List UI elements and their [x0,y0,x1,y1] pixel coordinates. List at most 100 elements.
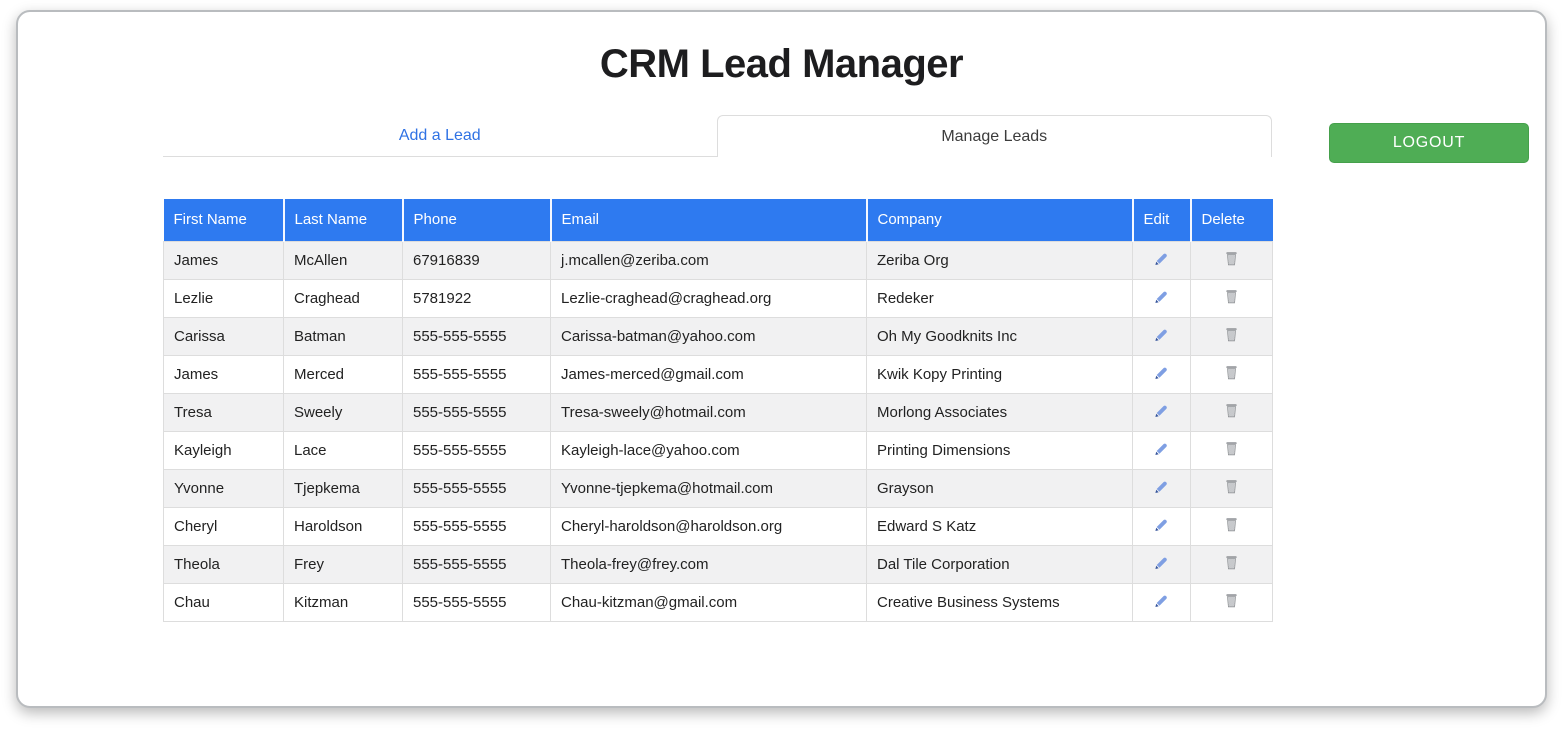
edit-button[interactable] [1150,438,1174,462]
cell-phone: 555-555-5555 [402,468,551,508]
cell-phone: 555-555-5555 [402,354,551,394]
delete-button[interactable] [1220,286,1244,310]
cell-last-name: Batman [283,316,403,356]
delete-button[interactable] [1220,590,1244,614]
cell-last-name: Lace [283,430,403,470]
cell-first-name: James [163,240,284,280]
delete-button[interactable] [1220,514,1244,538]
cell-last-name: Merced [283,354,403,394]
cell-company: Zeriba Org [866,240,1133,280]
cell-edit [1132,354,1191,394]
table-row: James Merced 555-555-5555 James-merced@g… [163,354,1273,394]
logout-button[interactable]: LOGOUT [1329,123,1529,163]
cell-email: Chau-kitzman@gmail.com [550,582,867,622]
table-row: Carissa Batman 555-555-5555 Carissa-batm… [163,316,1273,356]
cell-delete [1190,354,1273,394]
delete-button[interactable] [1220,476,1244,500]
column-header-last-name: Last Name [283,199,404,241]
cell-email: Cheryl-haroldson@haroldson.org [550,506,867,546]
cell-company: Edward S Katz [866,506,1133,546]
cell-phone: 555-555-5555 [402,430,551,470]
table-row: Chau Kitzman 555-555-5555 Chau-kitzman@g… [163,582,1273,622]
cell-phone: 555-555-5555 [402,582,551,622]
cell-last-name: Sweely [283,392,403,432]
tab-add-a-lead[interactable]: Add a Lead [163,115,717,157]
cell-phone: 5781922 [402,278,551,318]
edit-button[interactable] [1150,476,1174,500]
cell-company: Creative Business Systems [866,582,1133,622]
cell-first-name: Yvonne [163,468,284,508]
delete-button[interactable] [1220,362,1244,386]
cell-email: Carissa-batman@yahoo.com [550,316,867,356]
trash-icon [1223,326,1240,346]
app-window: CRM Lead Manager Add a Lead Manage Leads… [16,10,1547,708]
cell-edit [1132,430,1191,470]
pencil-icon [1153,288,1170,308]
cell-company: Morlong Associates [866,392,1133,432]
cell-delete [1190,240,1273,280]
cell-last-name: Tjepkema [283,468,403,508]
cell-first-name: Kayleigh [163,430,284,470]
cell-phone: 67916839 [402,240,551,280]
column-header-phone: Phone [402,199,552,241]
tab-manage-leads[interactable]: Manage Leads [716,115,1272,157]
cell-edit [1132,468,1191,508]
edit-button[interactable] [1150,514,1174,538]
trash-icon [1223,364,1240,384]
cell-company: Printing Dimensions [866,430,1133,470]
trash-icon [1223,402,1240,422]
delete-button[interactable] [1220,324,1244,348]
cell-delete [1190,506,1273,546]
cell-edit [1132,506,1191,546]
trash-icon [1223,288,1240,308]
edit-button[interactable] [1150,552,1174,576]
edit-button[interactable] [1150,400,1174,424]
table-row: Theola Frey 555-555-5555 Theola-frey@fre… [163,544,1273,584]
main-content: Add a Lead Manage Leads First Name Last … [163,115,1273,622]
delete-button[interactable] [1220,248,1244,272]
edit-button[interactable] [1150,324,1174,348]
pencil-icon [1153,554,1170,574]
cell-phone: 555-555-5555 [402,506,551,546]
column-header-edit: Edit [1132,199,1192,241]
cell-delete [1190,430,1273,470]
cell-phone: 555-555-5555 [402,392,551,432]
edit-button[interactable] [1150,590,1174,614]
table-row: James McAllen 67916839 j.mcallen@zeriba.… [163,240,1273,280]
edit-button[interactable] [1150,362,1174,386]
pencil-icon [1153,364,1170,384]
cell-phone: 555-555-5555 [402,316,551,356]
page-title: CRM Lead Manager [599,42,964,86]
cell-edit [1132,278,1191,318]
cell-company: Dal Tile Corporation [866,544,1133,584]
edit-button[interactable] [1150,248,1174,272]
table-row: Cheryl Haroldson 555-555-5555 Cheryl-har… [163,506,1273,546]
trash-icon [1223,516,1240,536]
cell-first-name: Tresa [163,392,284,432]
column-header-first-name: First Name [163,199,285,241]
delete-button[interactable] [1220,400,1244,424]
column-header-email: Email [550,199,868,241]
table-row: Kayleigh Lace 555-555-5555 Kayleigh-lace… [163,430,1273,470]
cell-email: Lezlie-craghead@craghead.org [550,278,867,318]
header-row: First Name Last Name Phone Email Company… [163,199,1273,241]
cell-email: j.mcallen@zeriba.com [550,240,867,280]
cell-last-name: Frey [283,544,403,584]
cell-company: Redeker [866,278,1133,318]
cell-email: Tresa-sweely@hotmail.com [550,392,867,432]
cell-last-name: Craghead [283,278,403,318]
cell-first-name: James [163,354,284,394]
cell-delete [1190,544,1273,584]
edit-button[interactable] [1150,286,1174,310]
cell-last-name: Haroldson [283,506,403,546]
cell-email: Theola-frey@frey.com [550,544,867,584]
cell-company: Oh My Goodknits Inc [866,316,1133,356]
cell-first-name: Chau [163,582,284,622]
cell-last-name: Kitzman [283,582,403,622]
cell-first-name: Carissa [163,316,284,356]
pencil-icon [1153,592,1170,612]
cell-edit [1132,316,1191,356]
cell-delete [1190,316,1273,356]
delete-button[interactable] [1220,438,1244,462]
delete-button[interactable] [1220,552,1244,576]
